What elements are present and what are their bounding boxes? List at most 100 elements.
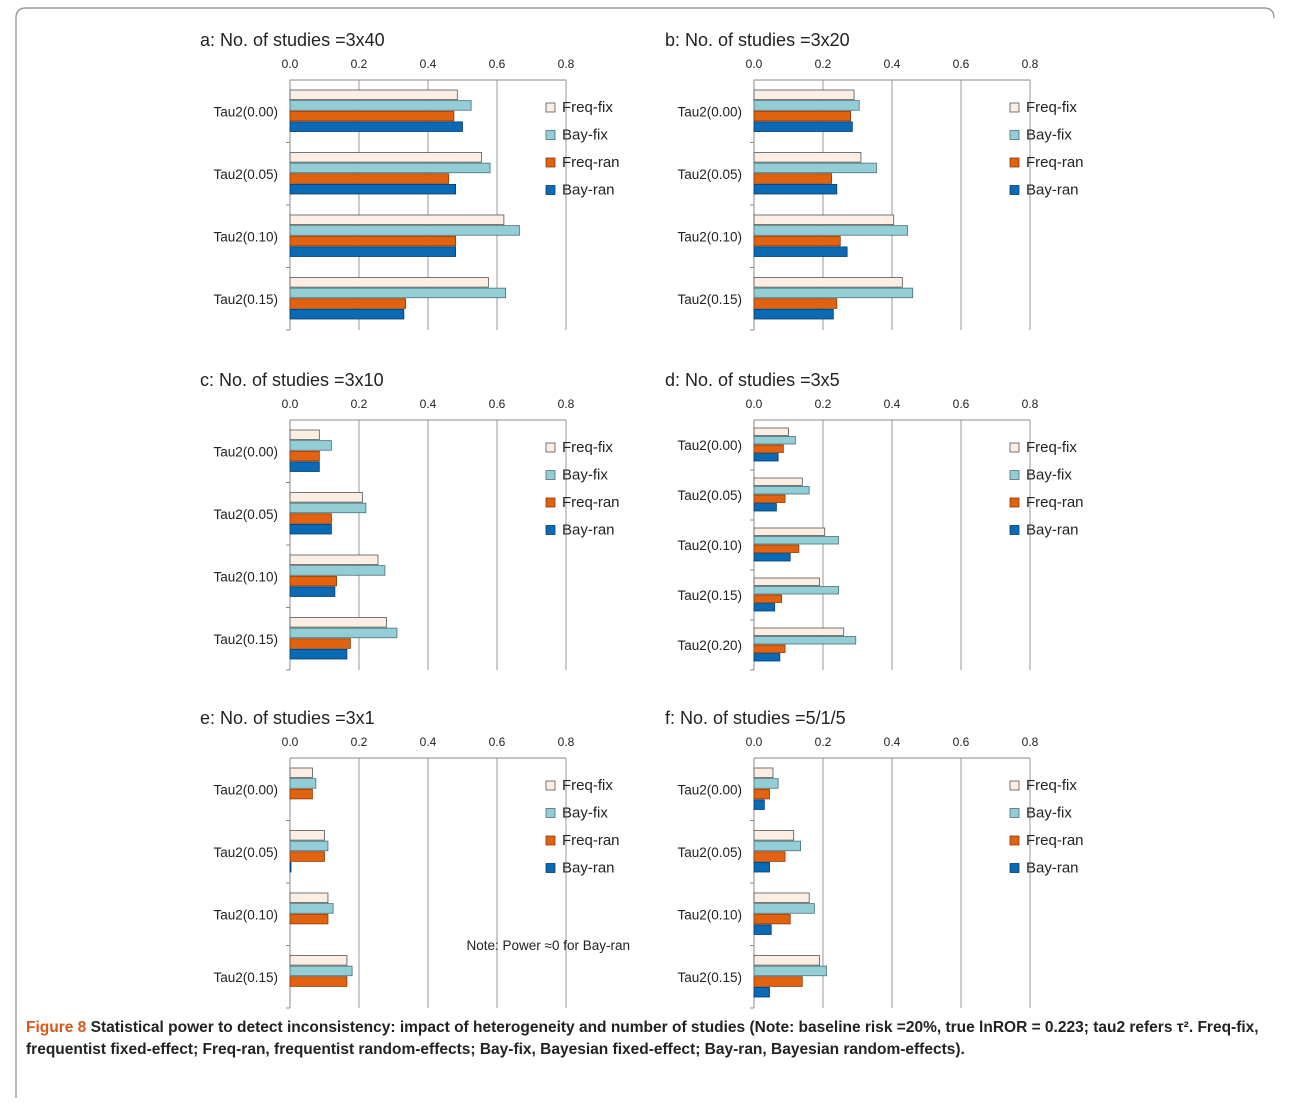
bar-freq-ran — [753, 173, 833, 184]
bar-bay-fix — [753, 840, 801, 852]
bar-freq-fix — [289, 554, 379, 566]
bar-bay-ran — [753, 799, 765, 810]
bar-bay-fix — [289, 627, 398, 639]
bar-bay-fix — [289, 287, 507, 299]
legend-swatch — [1009, 808, 1020, 818]
legend-swatch — [1009, 157, 1020, 168]
bar-freq-ran — [289, 235, 457, 247]
bar-bay-ran — [753, 121, 853, 132]
x-tick-label: 0.8 — [558, 735, 575, 749]
bar-freq-fix — [289, 830, 325, 841]
bar-bay-ran — [289, 308, 405, 320]
bar-freq-fix — [289, 892, 329, 904]
legend-label: Bay-ran — [562, 522, 615, 539]
bar-freq-ran — [753, 110, 851, 122]
category-label: Tau2(0.15) — [677, 970, 742, 985]
bar-freq-fix — [753, 427, 789, 436]
bar-freq-fix — [753, 627, 845, 636]
category-label: Tau2(0.10) — [213, 569, 278, 584]
bar-freq-fix — [753, 527, 826, 536]
bar-bay-ran — [289, 183, 457, 195]
bar-freq-ran — [289, 298, 406, 309]
bar-freq-ran — [753, 851, 786, 862]
chart-panel-1: b: No. of studies =3x20 0.0 0.2 0.4 0.6 0.8 Ta… — [665, 30, 1084, 331]
bar-bay-fix — [289, 778, 317, 789]
legend-label: Bay-fix — [1026, 467, 1072, 484]
bar-bay-ran — [289, 523, 332, 535]
x-tick-label: 0.6 — [953, 397, 970, 411]
bar-bay-ran — [289, 648, 348, 660]
legend-label: Bay-ran — [562, 182, 615, 199]
legend-swatch — [1009, 863, 1020, 873]
x-tick-label: 0.8 — [558, 57, 575, 71]
category-label: Tau2(0.10) — [677, 229, 742, 244]
chart-panel-2: c: No. of studies =3x10 0.0 0.2 0.4 0.6 0.8 Ta… — [200, 370, 620, 671]
bar-bay-fix — [289, 840, 329, 852]
legend-label: Bay-fix — [562, 805, 608, 822]
category-label: Tau2(0.15) — [677, 588, 742, 603]
x-tick-label: 0.2 — [815, 57, 832, 71]
figure-label: Figure 8 — [26, 1019, 87, 1036]
legend-swatch — [1009, 470, 1020, 480]
bar-bay-fix — [753, 965, 827, 977]
bar-bay-fix — [753, 486, 810, 495]
legend-swatch — [1009, 497, 1020, 508]
legend-label: Freq-fix — [1026, 777, 1077, 794]
bar-freq-ran — [753, 644, 786, 653]
category-label: Tau2(0.10) — [677, 907, 742, 922]
x-tick-label: 0.2 — [351, 735, 368, 749]
legend-label: Bay-ran — [1026, 860, 1079, 877]
bar-freq-fix — [289, 277, 489, 288]
chart-title: f: No. of studies =5/1/5 — [665, 708, 846, 728]
bar-bay-ran — [753, 453, 779, 462]
x-tick-label: 0.6 — [489, 397, 506, 411]
legend-label: Freq-fix — [1026, 99, 1077, 116]
legend-label: Bay-ran — [562, 860, 615, 877]
x-tick-label: 0.0 — [282, 397, 299, 411]
bar-bay-fix — [289, 225, 520, 236]
chart-title: e: No. of studies =3x1 — [200, 708, 375, 728]
x-tick-label: 0.8 — [1022, 735, 1039, 749]
legend-label: Bay-fix — [1026, 127, 1072, 144]
legend-swatch — [545, 863, 556, 873]
chart-panel-5: f: No. of studies =5/1/5 0.0 0.2 0.4 0.6 0.8 T… — [665, 708, 1084, 1009]
legend-label: Bay-fix — [562, 127, 608, 144]
bar-freq-fix — [289, 617, 387, 628]
legend-label: Bay-fix — [1026, 805, 1072, 822]
x-tick-label: 0.6 — [489, 57, 506, 71]
legend-swatch — [545, 442, 556, 453]
legend-label: Freq-ran — [1026, 832, 1084, 849]
figure-border — [15, 7, 1275, 1098]
legend-swatch — [1009, 102, 1020, 113]
bar-freq-fix — [753, 830, 795, 841]
x-tick-label: 0.0 — [746, 735, 763, 749]
bar-bay-fix — [753, 778, 779, 789]
x-tick-label: 0.8 — [558, 397, 575, 411]
category-label: Tau2(0.00) — [213, 444, 278, 459]
x-tick-label: 0.0 — [282, 735, 299, 749]
x-tick-label: 0.4 — [884, 397, 901, 411]
category-label: Tau2(0.15) — [213, 970, 278, 985]
x-tick-label: 0.8 — [1022, 57, 1039, 71]
category-label: Tau2(0.00) — [213, 104, 278, 119]
bar-freq-fix — [753, 767, 774, 779]
legend-swatch — [1009, 835, 1020, 846]
legend-label: Freq-ran — [1026, 154, 1084, 171]
bar-bay-fix — [289, 162, 491, 174]
bar-bay-fix — [753, 903, 815, 914]
chart-title: d: No. of studies =3x5 — [665, 370, 840, 390]
bar-freq-ran — [289, 913, 329, 925]
bar-bay-fix — [289, 903, 334, 914]
bar-freq-ran — [289, 788, 313, 800]
bar-bay-fix — [289, 440, 332, 451]
bar-freq-fix — [289, 429, 320, 441]
bar-bay-ran — [753, 553, 791, 562]
bar-bay-ran — [753, 246, 848, 257]
bar-bay-ran — [753, 986, 770, 998]
category-label: Tau2(0.05) — [213, 167, 278, 182]
x-tick-label: 0.4 — [420, 397, 437, 411]
category-label: Tau2(0.00) — [213, 782, 278, 797]
category-label: Tau2(0.10) — [213, 907, 278, 922]
x-tick-label: 0.0 — [746, 57, 763, 71]
legend-swatch — [545, 780, 556, 791]
